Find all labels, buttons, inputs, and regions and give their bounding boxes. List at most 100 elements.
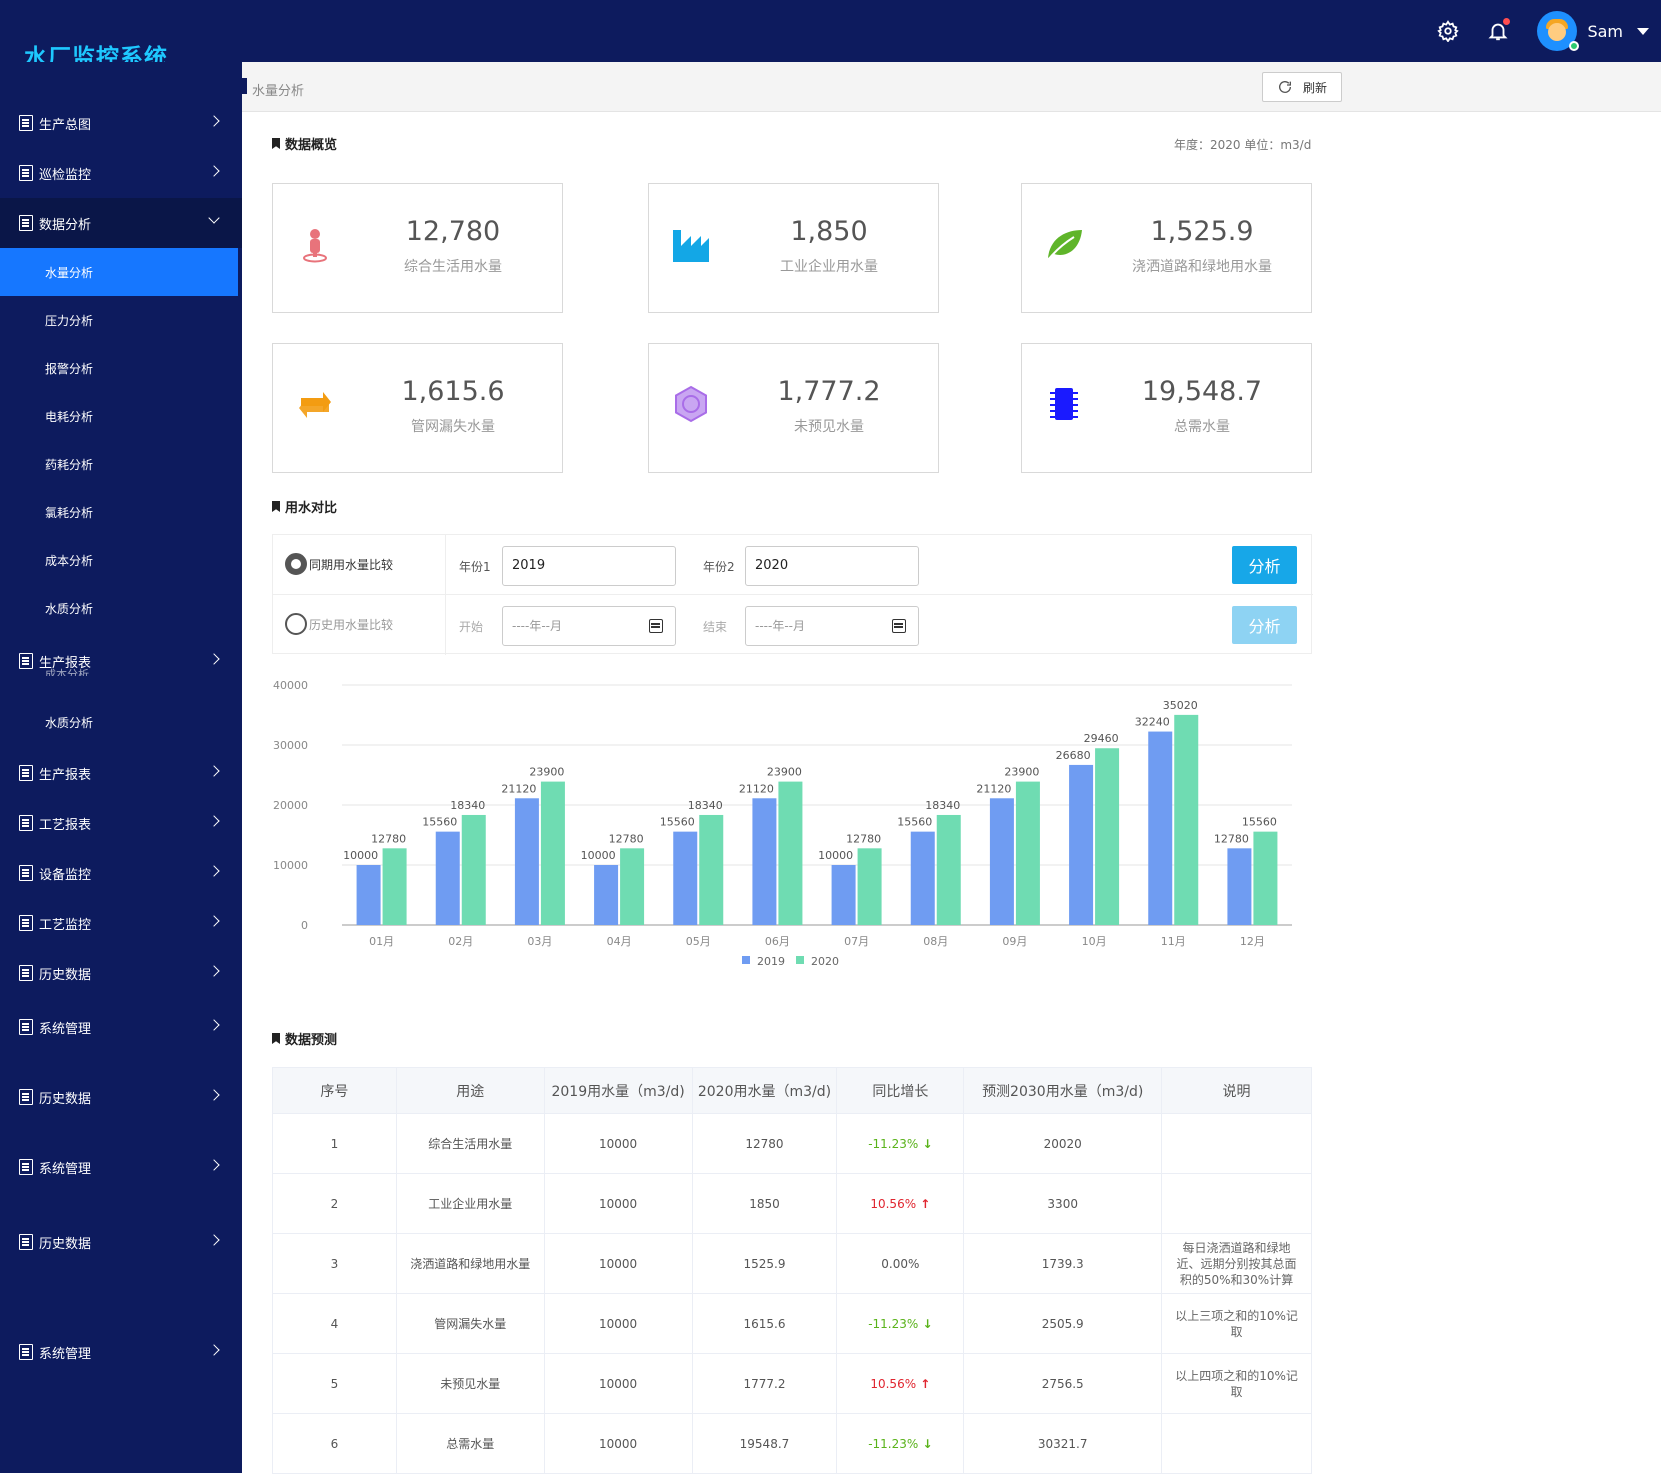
calendar-icon[interactable] xyxy=(649,619,663,633)
bar-2019 xyxy=(831,865,856,925)
sidebar: 生产总图 巡检监控 数据分析 水量分析 压力分析 报警分析 电耗分析 药耗分析 … xyxy=(0,62,242,1473)
growth-cell: 0.00% xyxy=(836,1233,965,1294)
sidebar-subitem-pressure[interactable]: 压力分析 xyxy=(45,313,94,328)
user-menu-caret-icon[interactable] xyxy=(1637,27,1649,35)
radio-history[interactable] xyxy=(285,613,307,635)
sidebar-item-inspection[interactable]: 巡检监控 xyxy=(0,148,242,198)
start-month-input[interactable]: ----年--月 xyxy=(502,606,676,646)
growth-cell: -11.23% ↓ xyxy=(836,1113,965,1174)
sidebar-item-system-3[interactable]: 系统管理 xyxy=(0,1327,242,1377)
table-cell: 1 xyxy=(272,1113,397,1174)
breadcrumb[interactable]: 水量分析 xyxy=(252,84,305,99)
data-label: 15560 xyxy=(660,816,695,829)
data-label: 18340 xyxy=(925,799,960,812)
sidebar-subitem-power[interactable]: 电耗分析 xyxy=(45,409,94,424)
table-cell: 20020 xyxy=(963,1113,1163,1174)
table-cell: 管网漏失水量 xyxy=(395,1293,545,1354)
bookmark-icon xyxy=(272,501,280,512)
sidebar-item-production-overview[interactable]: 生产总图 xyxy=(0,98,242,148)
data-label: 10000 xyxy=(818,849,853,862)
sidebar-item-production-report-2[interactable]: 生产报表 xyxy=(0,748,242,798)
stat-value: 12,780 xyxy=(405,216,501,247)
arrow-down-icon: ↓ xyxy=(918,1316,933,1331)
year2-label: 年份2 xyxy=(703,560,735,574)
sidebar-subitem-quality[interactable]: 水质分析 xyxy=(45,601,94,616)
sidebar-item-label: 工艺监控 xyxy=(39,917,92,933)
refresh-button[interactable]: 刷新 xyxy=(1262,72,1342,102)
bar-2019 xyxy=(594,865,619,925)
sidebar-subitem-chlorine[interactable]: 氯耗分析 xyxy=(45,505,94,520)
bar-2020 xyxy=(620,848,645,925)
year2-input[interactable]: 2020 xyxy=(745,546,919,586)
radio-same-period[interactable] xyxy=(285,553,307,575)
document-icon xyxy=(19,653,33,669)
sidebar-item-system[interactable]: 系统管理 xyxy=(0,1002,242,1052)
bar-2019 xyxy=(910,831,935,925)
stat-value: 1,850 xyxy=(790,216,868,247)
bar-2020 xyxy=(461,814,486,925)
sidebar-subitem-water-volume[interactable]: 水量分析 xyxy=(0,248,238,296)
data-label: 23900 xyxy=(767,766,802,779)
sidebar-subitem-chemical[interactable]: 药耗分析 xyxy=(45,457,94,472)
data-label: 15560 xyxy=(1242,816,1277,829)
settings-icon[interactable] xyxy=(1437,20,1460,43)
stat-card-irrigation: 1,525.9 浇洒道路和绿地用水量 xyxy=(1021,183,1312,313)
table-cell: 总需水量 xyxy=(395,1413,545,1474)
data-label: 18340 xyxy=(688,799,723,812)
end-label: 结束 xyxy=(703,620,728,634)
bar-2020 xyxy=(382,848,407,925)
sidebar-subitem-alarm[interactable]: 报警分析 xyxy=(45,361,94,376)
radio-same-period-label[interactable]: 同期用水量比较 xyxy=(309,558,394,572)
bar-2020 xyxy=(1095,748,1120,925)
calendar-icon[interactable] xyxy=(892,619,906,633)
sidebar-item-history-3[interactable]: 历史数据 xyxy=(0,1217,242,1267)
sidebar-item-label: 历史数据 xyxy=(39,967,92,983)
sidebar-subitem-cost[interactable]: 成本分析 xyxy=(45,553,94,568)
x-tick-label: 01月 xyxy=(369,935,394,948)
refresh-icon xyxy=(1278,81,1291,93)
end-month-input[interactable]: ----年--月 xyxy=(745,606,919,646)
y-tick-label: 0 xyxy=(301,919,308,932)
chevron-right-icon xyxy=(208,815,220,827)
stat-label: 管网漏失水量 xyxy=(411,419,495,435)
note-cell: 每日浇洒道路和绿地近、远期分别按其总面积的50%和30%计算 xyxy=(1161,1233,1312,1294)
sidebar-item-history[interactable]: 历史数据 xyxy=(0,948,242,998)
avatar[interactable] xyxy=(1537,11,1580,51)
bar-2019 xyxy=(1148,731,1173,925)
x-tick-label: 09月 xyxy=(1002,935,1027,948)
sidebar-item-history-2[interactable]: 历史数据 xyxy=(0,1072,242,1122)
table-cell: 浇洒道路和绿地用水量 xyxy=(395,1233,545,1294)
table-row: 5 未预见水量 10000 1777.2 10.56% ↑ 2756.5 以上四项之和的10… xyxy=(272,1353,1312,1414)
table-cell: 3 xyxy=(272,1233,397,1294)
sidebar-item-device-monitor[interactable]: 设备监控 xyxy=(0,848,242,898)
table-cell: 2 xyxy=(272,1173,397,1234)
document-icon xyxy=(19,1019,33,1035)
sidebar-item-data-analysis[interactable]: 数据分析 xyxy=(0,198,242,248)
sidebar-item-label: 巡检监控 xyxy=(39,167,92,183)
sidebar-subitem-quality-duplicate[interactable]: 水质分析 xyxy=(45,715,94,730)
sidebar-item-production-report[interactable]: 生产报表 xyxy=(0,636,242,686)
legend-label: 2019 xyxy=(757,955,785,968)
bar-2020 xyxy=(936,814,961,925)
leaf-icon xyxy=(1047,230,1082,261)
stat-label: 浇洒道路和绿地用水量 xyxy=(1132,259,1272,275)
username[interactable]: Sam xyxy=(1587,21,1623,41)
document-icon xyxy=(19,1089,33,1105)
sidebar-item-process-report[interactable]: 工艺报表 xyxy=(0,798,242,848)
document-icon xyxy=(19,215,33,231)
chevron-right-icon xyxy=(208,1344,220,1356)
sidebar-item-process-monitor[interactable]: 工艺监控 xyxy=(0,898,242,948)
notification-bell-icon[interactable] xyxy=(1487,18,1511,42)
radio-history-label[interactable]: 历史用水量比较 xyxy=(309,618,394,632)
year1-input[interactable]: 2019 xyxy=(502,546,676,586)
stat-label: 总需水量 xyxy=(1174,419,1230,435)
note-cell: 以上三项之和的10%记取 xyxy=(1161,1293,1312,1354)
hexagon-icon xyxy=(675,385,707,423)
growth-value: -11.23% xyxy=(868,1136,919,1151)
year1-label: 年份1 xyxy=(459,560,491,574)
table-cell: 1777.2 xyxy=(691,1353,838,1414)
x-tick-label: 11月 xyxy=(1161,935,1186,948)
sidebar-item-system-2[interactable]: 系统管理 xyxy=(0,1142,242,1192)
analyze-button[interactable]: 分析 xyxy=(1232,546,1297,584)
stat-label: 未预见水量 xyxy=(794,419,864,435)
